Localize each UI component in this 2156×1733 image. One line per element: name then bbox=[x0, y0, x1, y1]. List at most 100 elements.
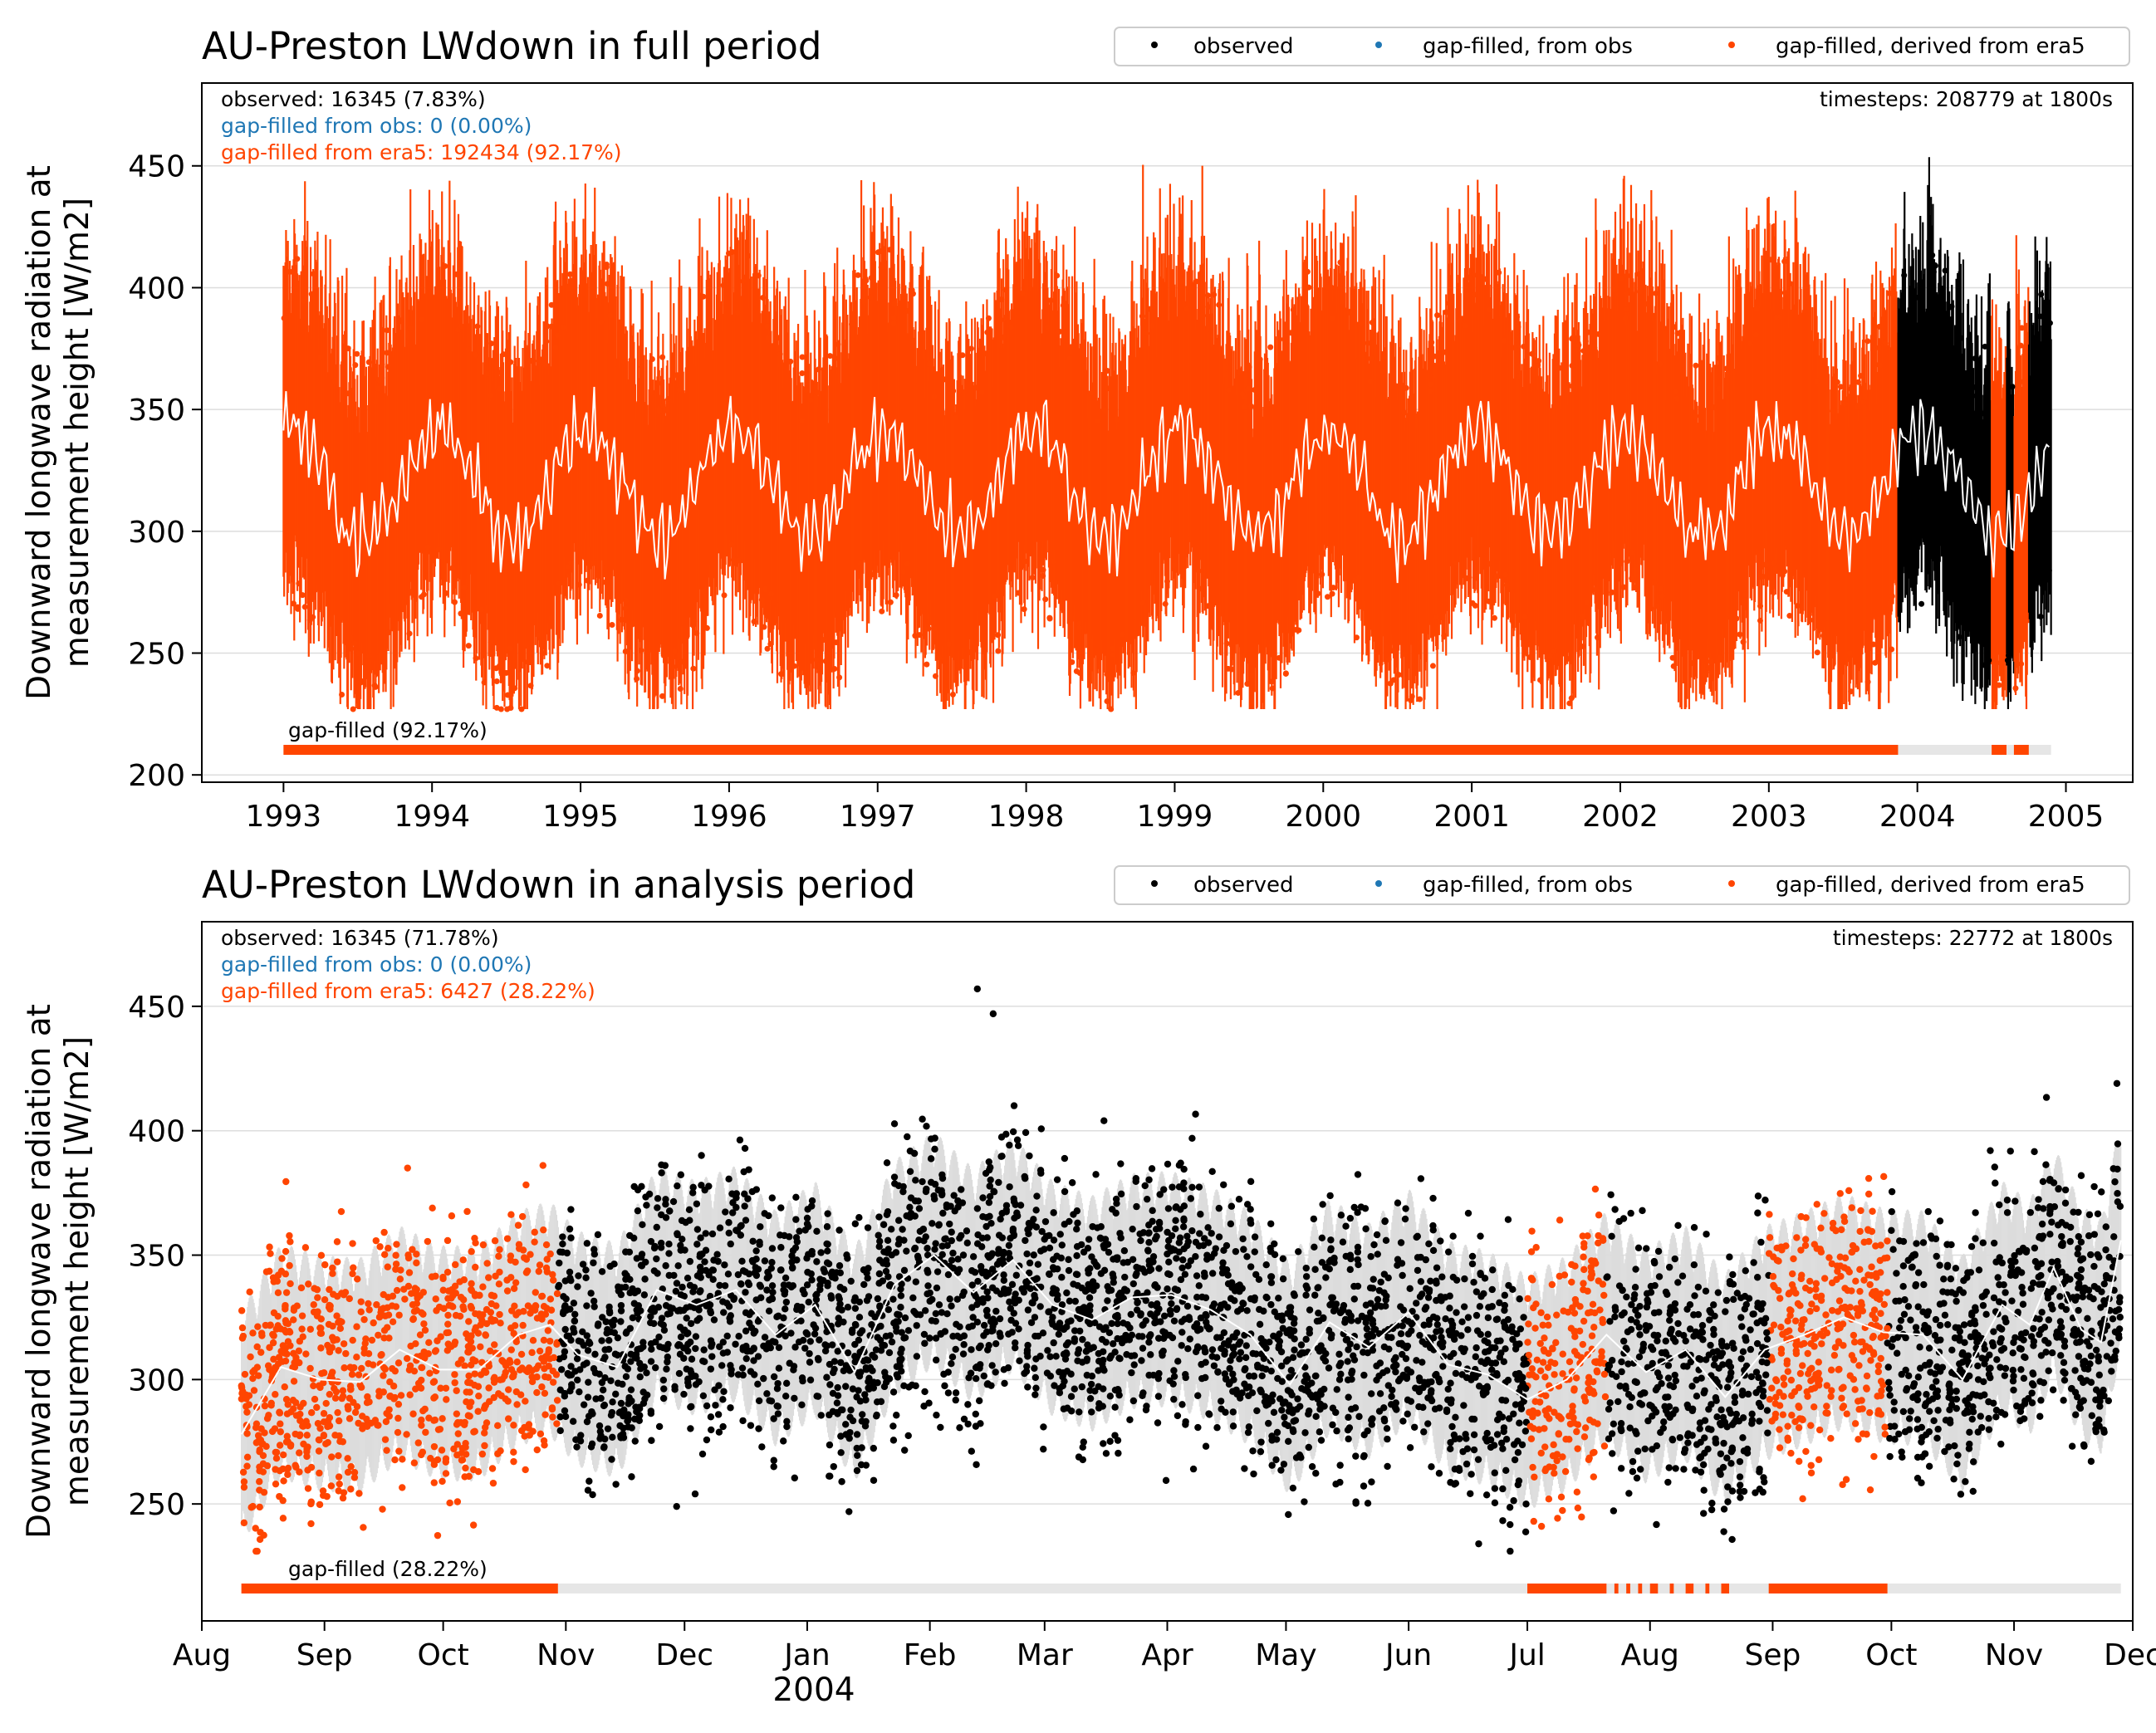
data-point bbox=[799, 370, 806, 377]
data-point bbox=[995, 632, 1002, 639]
data-point bbox=[1629, 549, 1635, 556]
data-point bbox=[1672, 389, 1678, 395]
data-point bbox=[535, 358, 541, 365]
data-point bbox=[1629, 575, 1635, 582]
data-point bbox=[967, 649, 973, 656]
data-point bbox=[1002, 286, 1009, 293]
data-point bbox=[350, 706, 356, 712]
data-point bbox=[1087, 390, 1094, 397]
data-point bbox=[465, 643, 472, 649]
data-point bbox=[1265, 400, 1272, 407]
data-point bbox=[998, 296, 1005, 303]
data-point bbox=[762, 586, 768, 593]
y-axis-label-line1: Downward longwave radiation at bbox=[21, 165, 58, 700]
data-point bbox=[1757, 617, 1763, 624]
data-point bbox=[507, 705, 514, 712]
data-point bbox=[461, 584, 468, 590]
data-point bbox=[755, 272, 762, 279]
data-point bbox=[1846, 650, 1853, 657]
data-point bbox=[703, 624, 710, 631]
data-point bbox=[548, 614, 555, 621]
data-point bbox=[1456, 317, 1463, 324]
data-point bbox=[542, 361, 549, 368]
data-point bbox=[761, 624, 767, 630]
data-point bbox=[1029, 575, 1036, 581]
data-point bbox=[1269, 685, 1276, 692]
y-axis-label-line2: measurement height [W/m2] bbox=[59, 198, 96, 668]
legend-frame bbox=[1114, 865, 2130, 905]
data-point bbox=[418, 316, 424, 323]
data-point bbox=[1986, 657, 1992, 663]
data-point bbox=[1487, 306, 1493, 313]
data-point bbox=[1324, 594, 1330, 600]
data-point bbox=[1339, 299, 1345, 306]
data-point bbox=[630, 620, 637, 627]
data-point bbox=[831, 355, 838, 361]
data-point bbox=[1149, 322, 1155, 329]
data-point bbox=[798, 417, 805, 423]
legend-label-observed: observed bbox=[1193, 873, 1294, 898]
data-point bbox=[768, 590, 775, 597]
data-point bbox=[1139, 600, 1146, 606]
data-point bbox=[1837, 384, 1844, 390]
y-tick-label: 200 bbox=[128, 759, 185, 793]
data-point bbox=[1463, 292, 1470, 299]
data-point bbox=[358, 679, 365, 686]
data-point bbox=[1337, 259, 1344, 266]
data-point bbox=[740, 278, 747, 285]
x-tick-label: 1994 bbox=[394, 800, 470, 834]
data-point bbox=[1276, 336, 1283, 343]
data-point bbox=[1786, 613, 1793, 619]
data-point bbox=[891, 301, 898, 307]
data-point bbox=[1395, 672, 1402, 678]
data-point bbox=[527, 683, 534, 689]
data-point bbox=[607, 312, 614, 319]
data-point bbox=[890, 320, 897, 326]
data-point bbox=[2009, 384, 2016, 390]
data-point bbox=[1564, 655, 1570, 662]
data-point bbox=[1282, 670, 1289, 677]
data-point bbox=[1346, 309, 1353, 316]
data-point bbox=[759, 602, 766, 609]
mean-line bbox=[282, 386, 2051, 584]
data-point bbox=[728, 541, 735, 548]
data-point bbox=[1841, 401, 1848, 408]
data-point bbox=[1913, 294, 1919, 301]
data-point bbox=[1814, 378, 1820, 384]
data-point bbox=[635, 632, 642, 639]
data-point bbox=[1486, 598, 1492, 605]
data-point bbox=[1211, 291, 1218, 298]
data-point bbox=[691, 619, 698, 625]
data-point bbox=[424, 544, 431, 551]
data-point bbox=[354, 350, 360, 357]
data-point bbox=[1000, 334, 1007, 340]
data-point bbox=[674, 372, 680, 379]
data-point bbox=[481, 679, 488, 686]
y-axis: 200 250 300 350 400 450 bbox=[128, 150, 202, 793]
data-point bbox=[868, 571, 875, 578]
data-point bbox=[1431, 353, 1438, 360]
data-point bbox=[565, 286, 571, 292]
gap-filled-bar bbox=[283, 745, 2051, 755]
data-point bbox=[398, 317, 404, 324]
data-point bbox=[474, 323, 481, 330]
data-point bbox=[1521, 343, 1527, 350]
data-point bbox=[1783, 589, 1790, 595]
data-point bbox=[1502, 571, 1509, 578]
data-point bbox=[473, 655, 479, 662]
data-point bbox=[1580, 348, 1587, 355]
data-point bbox=[787, 358, 794, 365]
data-point bbox=[778, 671, 785, 678]
y-tick-label: 400 bbox=[128, 272, 185, 306]
data-point bbox=[287, 268, 293, 275]
data-point bbox=[539, 650, 546, 657]
data-point bbox=[721, 592, 728, 599]
data-point bbox=[1982, 343, 1988, 350]
x-tick-label: 2002 bbox=[1582, 800, 1659, 834]
data-point bbox=[1429, 663, 1436, 669]
data-point bbox=[1267, 344, 1274, 350]
data-point bbox=[375, 377, 382, 384]
data-point bbox=[1095, 418, 1101, 424]
data-point bbox=[560, 324, 566, 330]
data-point bbox=[518, 706, 525, 712]
